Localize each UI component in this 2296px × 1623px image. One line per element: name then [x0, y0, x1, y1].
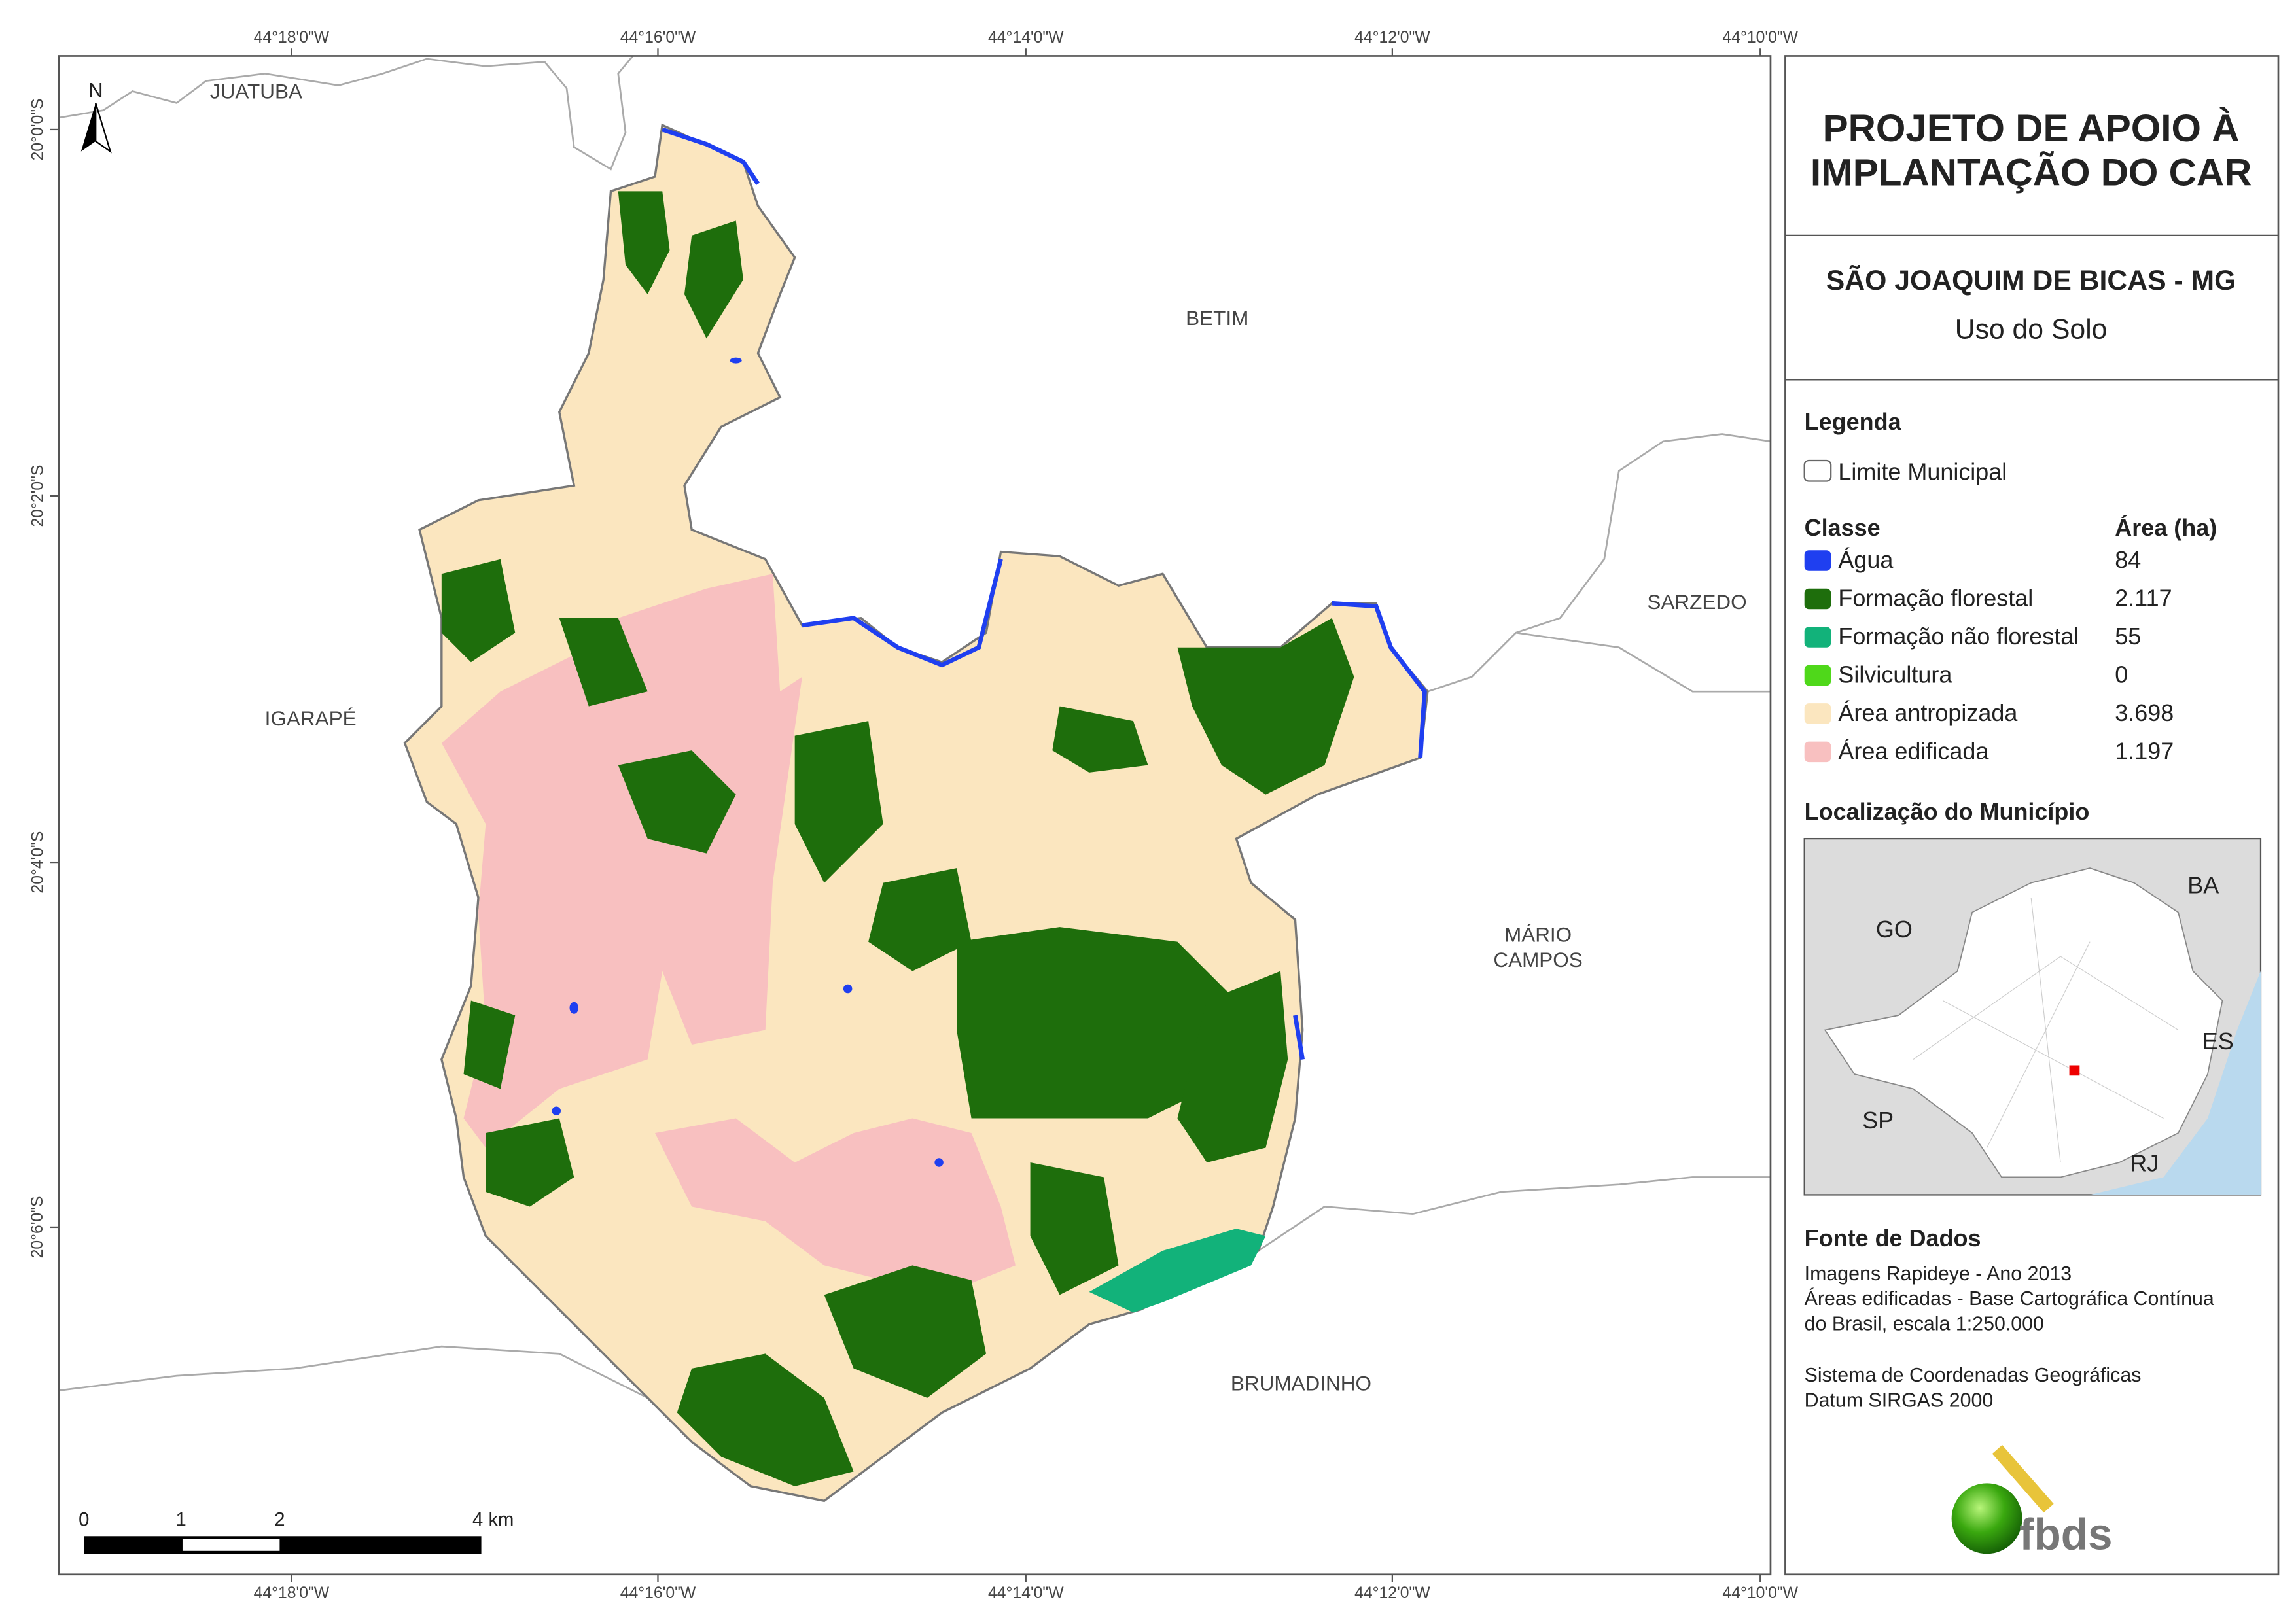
inset-map: [1803, 837, 2262, 1196]
rivers: [662, 127, 1427, 1060]
map-frame: [58, 55, 1772, 1576]
source-line: Áreas edificadas - Base Cartográfica Con…: [1805, 1288, 2214, 1310]
class-swatch: [1804, 703, 1831, 724]
class-name: Água: [1838, 546, 1893, 573]
class-swatch: [1804, 627, 1831, 648]
title: PROJETO DE APOIO À: [1823, 107, 2240, 150]
boundary-swatch: [1803, 459, 1832, 482]
built-areas: [441, 574, 1016, 1295]
class-swatch: [1804, 665, 1831, 686]
class-name: Área edificada: [1838, 738, 1988, 765]
legend-title: Legenda: [1805, 408, 1902, 435]
class-name: Formação não florestal: [1838, 623, 2079, 650]
class-name: Silvicultura: [1838, 661, 1952, 688]
scale-label: 2: [274, 1510, 285, 1531]
class-name: Área antropizada: [1838, 699, 2017, 726]
title: IMPLANTAÇÃO DO CAR: [1810, 150, 2252, 194]
scale-label: 0: [79, 1510, 89, 1531]
state-label: SP: [1862, 1107, 1894, 1134]
lon-tick-label: 44°16'0"W: [620, 1584, 696, 1602]
class-header: Classe: [1805, 514, 1881, 541]
lon-tick-label: 44°10'0"W: [1722, 29, 1798, 46]
state-label: GO: [1876, 916, 1913, 943]
lat-tick-label: 20°2'0"S: [29, 465, 46, 527]
lat-tick-label: 20°4'0"S: [29, 831, 46, 894]
lat-tick-label: 20°0'0"S: [29, 98, 46, 160]
class-area: 2.117: [2115, 585, 2172, 612]
class-area: 3.698: [2115, 699, 2174, 726]
non-forest-formation: [1089, 1229, 1266, 1313]
source-line: Sistema de Coordenadas Geográficas: [1805, 1365, 2142, 1386]
source-line: Imagens Rapideye - Ano 2013: [1805, 1263, 2072, 1285]
class-swatch: [1804, 588, 1831, 610]
class-area: 1.197: [2115, 738, 2174, 765]
lon-tick-label: 44°10'0"W: [1722, 1584, 1798, 1602]
subject: Uso do Solo: [1955, 313, 2108, 345]
source-line: do Brasil, escala 1:250.000: [1805, 1313, 2044, 1335]
class-swatch: [1804, 741, 1831, 763]
state-label: BA: [2187, 871, 2219, 898]
source-line: Datum SIRGAS 2000: [1805, 1389, 1994, 1411]
lon-tick-label: 44°14'0"W: [988, 1584, 1064, 1602]
neighbor-boundaries: [59, 56, 1771, 1399]
logo-text: fbds: [2019, 1510, 2112, 1560]
state-label: RJ: [2130, 1149, 2159, 1176]
scale-label: 1: [176, 1510, 186, 1531]
water-bodies: [552, 357, 944, 1167]
class-area: 0: [2115, 661, 2128, 688]
place-label: MÁRIO: [1504, 923, 1572, 947]
place-label: CAMPOS: [1493, 948, 1582, 971]
lon-tick-label: 44°12'0"W: [1354, 1584, 1430, 1602]
sources-title: Fonte de Dados: [1805, 1225, 1981, 1251]
boundary-label: Limite Municipal: [1838, 458, 2007, 485]
logo: fbds: [1951, 1444, 2113, 1560]
lon-tick-label: 44°14'0"W: [988, 29, 1064, 46]
lat-tick-label: 20°6'0"S: [29, 1196, 46, 1258]
scale-label: 4 km: [472, 1510, 514, 1531]
lon-tick-label: 44°18'0"W: [254, 1584, 330, 1602]
area-header: Área (ha): [2115, 514, 2217, 541]
municipality: [403, 123, 1429, 1503]
scale-bar: [182, 1539, 280, 1551]
place-label: IGARAPÉ: [265, 707, 357, 730]
state-label: ES: [2202, 1028, 2234, 1055]
place-label: BETIM: [1186, 306, 1248, 330]
lon-tick-label: 44°16'0"W: [620, 29, 696, 46]
place-label: JUATUBA: [210, 80, 302, 103]
municipality: SÃO JOAQUIM DE BICAS - MG: [1826, 265, 2236, 296]
place-label: BRUMADINHO: [1231, 1372, 1371, 1395]
forest: [441, 191, 1354, 1486]
panel-frame: [1784, 55, 2280, 1576]
place-label: SARZEDO: [1647, 590, 1746, 614]
class-area: 84: [2115, 546, 2141, 573]
class-name: Formação florestal: [1838, 585, 2033, 612]
class-swatch: [1804, 550, 1831, 571]
lon-tick-label: 44°12'0"W: [1354, 29, 1430, 46]
north-label: N: [88, 78, 103, 101]
scale-bar: [84, 1536, 482, 1554]
map-body: [59, 56, 1771, 1503]
class-area: 55: [2115, 623, 2141, 650]
lon-tick-label: 44°18'0"W: [254, 29, 330, 46]
location-title: Localização do Município: [1805, 798, 2090, 825]
